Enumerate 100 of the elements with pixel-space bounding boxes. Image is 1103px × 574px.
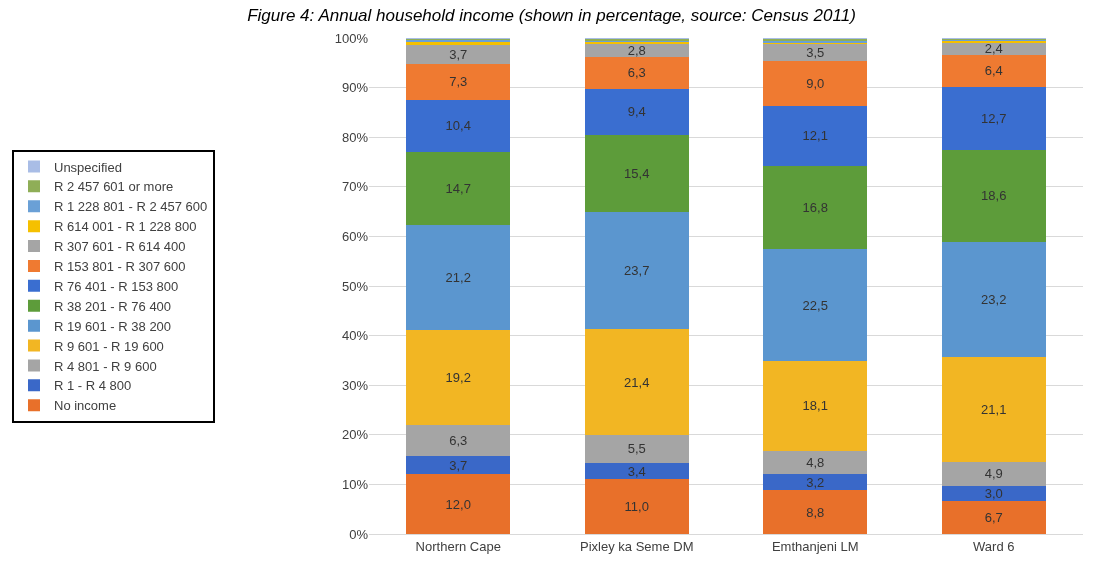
y-tick-label: 70% bbox=[341, 179, 369, 195]
legend-label: R 2 457 601 or more bbox=[54, 179, 174, 195]
y-tick-label: 50% bbox=[341, 278, 369, 294]
bar bbox=[584, 135, 689, 212]
bar bbox=[941, 42, 1046, 55]
bar bbox=[763, 249, 868, 361]
y-tick-label: 20% bbox=[341, 427, 369, 443]
bar bbox=[584, 329, 689, 436]
data-label: 21,4 bbox=[624, 374, 650, 390]
bar bbox=[941, 461, 1046, 486]
data-label: 12,7 bbox=[981, 110, 1007, 126]
bar bbox=[406, 224, 511, 330]
bar bbox=[941, 86, 1046, 150]
legend-label: R 614 001 - R 1 228 800 bbox=[54, 219, 197, 235]
bar bbox=[763, 450, 868, 475]
legend-label: R 38 201 - R 76 400 bbox=[54, 298, 172, 314]
data-label: 6,7 bbox=[984, 509, 1003, 525]
legend-label: R 307 601 - R 614 400 bbox=[54, 239, 186, 255]
data-label: 23,2 bbox=[981, 291, 1007, 307]
bar bbox=[406, 151, 511, 225]
data-label: 21,1 bbox=[981, 401, 1007, 417]
legend-label: R 76 401 - R 153 800 bbox=[54, 278, 179, 294]
bar bbox=[406, 474, 511, 534]
data-label: 3,7 bbox=[449, 47, 468, 63]
bar bbox=[763, 61, 868, 106]
y-tick-label: 90% bbox=[341, 80, 369, 96]
bar bbox=[584, 462, 689, 480]
bar bbox=[406, 45, 511, 64]
data-label: 3,7 bbox=[449, 457, 468, 473]
legend-label: R 1 - R 4 800 bbox=[54, 378, 132, 394]
y-tick-label: 10% bbox=[341, 476, 369, 492]
data-label: 4,9 bbox=[984, 466, 1003, 482]
bar bbox=[406, 424, 511, 457]
bar bbox=[763, 360, 868, 451]
data-label: 22,5 bbox=[802, 297, 828, 313]
x-tick-label: Northern Cape bbox=[415, 538, 501, 554]
legend-label: R 1 228 801 - R 2 457 600 bbox=[54, 199, 208, 215]
bar bbox=[406, 100, 511, 152]
data-label: 10,4 bbox=[445, 118, 471, 134]
data-label: 3,5 bbox=[806, 45, 825, 61]
data-label: 9,0 bbox=[806, 76, 825, 92]
legend-label: Unspecified bbox=[54, 159, 122, 175]
bar bbox=[584, 211, 689, 330]
bar bbox=[941, 485, 1046, 501]
bar bbox=[763, 474, 868, 491]
data-label: 8,8 bbox=[806, 504, 825, 520]
bar bbox=[941, 356, 1046, 462]
data-label: 14,7 bbox=[445, 180, 471, 196]
data-label: 18,1 bbox=[802, 398, 828, 414]
bar bbox=[941, 149, 1046, 242]
data-label: 6,3 bbox=[627, 65, 646, 81]
legend-label: R 153 801 - R 307 600 bbox=[54, 259, 186, 275]
data-label: 19,2 bbox=[445, 369, 471, 385]
y-tick-label: 40% bbox=[341, 328, 369, 344]
bar bbox=[763, 43, 868, 62]
y-tick-label: 0% bbox=[349, 526, 369, 542]
data-label: 2,8 bbox=[627, 42, 646, 58]
bar bbox=[763, 105, 868, 166]
data-label: 4,8 bbox=[806, 455, 825, 471]
data-label: 16,8 bbox=[802, 200, 828, 216]
bar bbox=[763, 490, 868, 534]
data-label: 12,0 bbox=[445, 496, 471, 512]
data-label: 11,0 bbox=[624, 499, 649, 515]
chart-title: Figure 4: Annual household income (shown in percentage, source: Census 2011) bbox=[247, 5, 856, 25]
legend-label: R 19 601 - R 38 200 bbox=[54, 318, 172, 334]
bar bbox=[584, 435, 689, 463]
bar bbox=[584, 479, 689, 534]
data-label: 3,0 bbox=[984, 485, 1003, 501]
x-tick-label: Emthanjeni LM bbox=[771, 538, 859, 554]
data-label: 15,4 bbox=[624, 165, 650, 181]
data-label: 3,4 bbox=[627, 463, 646, 479]
bar bbox=[584, 57, 689, 89]
legend-label: R 4 801 - R 9 600 bbox=[54, 358, 157, 374]
bar bbox=[406, 329, 511, 425]
data-label: 21,2 bbox=[445, 269, 471, 285]
data-label: 6,3 bbox=[449, 433, 468, 449]
bar bbox=[941, 241, 1046, 357]
data-label: 2,4 bbox=[984, 41, 1003, 57]
y-tick-label: 60% bbox=[341, 228, 369, 244]
bar bbox=[941, 500, 1046, 534]
x-tick-label: Pixley ka Seme DM bbox=[580, 538, 694, 554]
data-label: 18,6 bbox=[981, 188, 1007, 204]
bar bbox=[763, 165, 868, 250]
legend-label: No income bbox=[54, 398, 117, 414]
bar bbox=[406, 456, 511, 475]
y-tick-label: 30% bbox=[341, 377, 369, 393]
data-label: 23,7 bbox=[624, 262, 650, 278]
bar bbox=[584, 88, 689, 136]
bar bbox=[941, 54, 1046, 87]
data-label: 12,1 bbox=[802, 128, 828, 144]
y-tick-label: 80% bbox=[341, 129, 369, 145]
x-tick-label: Ward 6 bbox=[973, 538, 1015, 554]
data-label: 5,5 bbox=[627, 441, 646, 457]
data-label: 9,4 bbox=[627, 104, 646, 120]
data-label: 3,2 bbox=[806, 474, 825, 490]
y-tick-label: 100% bbox=[334, 30, 369, 46]
bar bbox=[406, 63, 511, 100]
data-label: 7,3 bbox=[449, 74, 468, 90]
data-label: 6,4 bbox=[984, 63, 1003, 79]
legend-label: R 9 601 - R 19 600 bbox=[54, 338, 164, 354]
